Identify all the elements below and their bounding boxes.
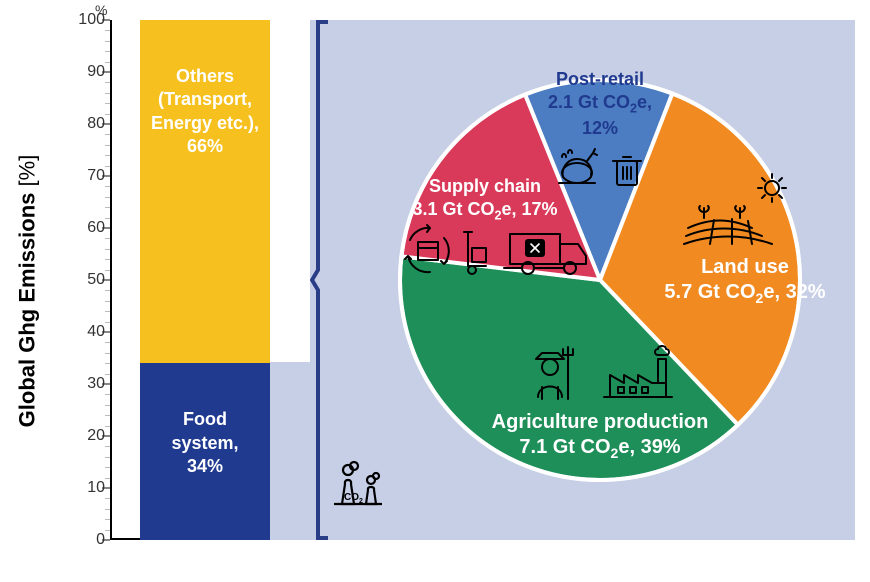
y-tick-60: 60 <box>70 219 105 237</box>
y-tick-50: 50 <box>70 271 105 289</box>
co2-factory-icon: CO2 <box>330 440 400 515</box>
y-axis-line <box>110 20 112 540</box>
slice-label-supplychain: Supply chain3.1 Gt CO2e, 17% <box>395 175 575 224</box>
pie-chart: Post-retail2.1 Gt CO2e,12% Land use5.7 G… <box>380 60 820 500</box>
postretail-icons <box>555 145 645 190</box>
slice-label-agriculture: Agriculture production7.1 Gt CO2e, 39% <box>450 410 750 463</box>
slice-label-landuse: Land use5.7 Gt CO2e, 32% <box>655 255 835 308</box>
y-tick-80: 80 <box>70 115 105 133</box>
supplychain-icons <box>400 220 590 280</box>
y-axis-unit: [%] <box>14 155 39 187</box>
y-tick-100: 100 <box>70 11 105 29</box>
slice-label-postretail: Post-retail2.1 Gt CO2e,12% <box>525 68 675 139</box>
y-tick-70: 70 <box>70 167 105 185</box>
y-axis-title-text: Global Ghg Emissions <box>14 193 39 428</box>
bar-chart: 0102030405060708090100 Others(Transport,… <box>90 20 290 560</box>
bar-label-others: Others(Transport,Energy etc.),66% <box>140 65 270 159</box>
y-tick-30: 30 <box>70 375 105 393</box>
co2-text: CO <box>344 492 359 503</box>
y-tick-10: 10 <box>70 479 105 497</box>
y-tick-0: 0 <box>70 531 105 549</box>
y-tick-20: 20 <box>70 427 105 445</box>
breakdown-panel: Post-retail2.1 Gt CO2e,12% Land use5.7 G… <box>310 20 855 540</box>
bar-segment-food: Foodsystem,34% <box>140 363 270 540</box>
y-axis-title: Global Ghg Emissions [%] <box>14 155 40 428</box>
agriculture-icons <box>520 345 680 405</box>
bracket-icon <box>310 20 328 540</box>
y-tick-90: 90 <box>70 63 105 81</box>
bar-label-food: Foodsystem,34% <box>140 408 270 478</box>
bar-segment-others: Others(Transport,Energy etc.),66% <box>140 20 270 363</box>
landuse-icons <box>680 170 790 250</box>
chart-root: Global Ghg Emissions [%] % 0102030405060… <box>0 0 870 582</box>
y-tick-40: 40 <box>70 323 105 341</box>
